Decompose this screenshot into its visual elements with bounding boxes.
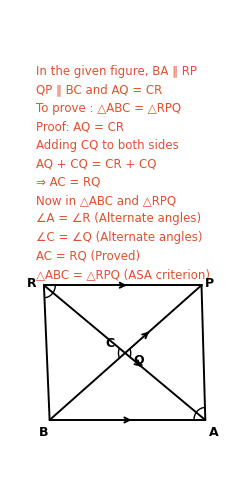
Text: R: R: [27, 277, 36, 290]
Text: △ABC = △RPQ (ASA criterion): △ABC = △RPQ (ASA criterion): [36, 268, 210, 281]
Text: In the given figure, BA ∥ RP: In the given figure, BA ∥ RP: [36, 64, 197, 78]
Text: B: B: [39, 426, 49, 439]
Text: Q: Q: [133, 354, 144, 366]
Text: To prove : △ABC = △RPQ: To prove : △ABC = △RPQ: [36, 102, 182, 114]
Text: P: P: [205, 277, 214, 290]
Text: Now in △ABC and △RPQ: Now in △ABC and △RPQ: [36, 194, 176, 207]
Text: AQ + CQ = CR + CQ: AQ + CQ = CR + CQ: [36, 157, 157, 170]
Text: ∠A = ∠R (Alternate angles): ∠A = ∠R (Alternate angles): [36, 212, 201, 226]
Text: ⇒ AC = RQ: ⇒ AC = RQ: [36, 176, 101, 188]
Text: ∠C = ∠Q (Alternate angles): ∠C = ∠Q (Alternate angles): [36, 231, 203, 244]
Text: C: C: [105, 337, 114, 350]
Text: Proof: AQ = CR: Proof: AQ = CR: [36, 120, 124, 133]
Text: A: A: [209, 426, 219, 439]
Text: QP ∥ BC and AQ = CR: QP ∥ BC and AQ = CR: [36, 83, 163, 96]
Text: AC = RQ (Proved): AC = RQ (Proved): [36, 250, 140, 262]
Text: Adding CQ to both sides: Adding CQ to both sides: [36, 138, 179, 151]
